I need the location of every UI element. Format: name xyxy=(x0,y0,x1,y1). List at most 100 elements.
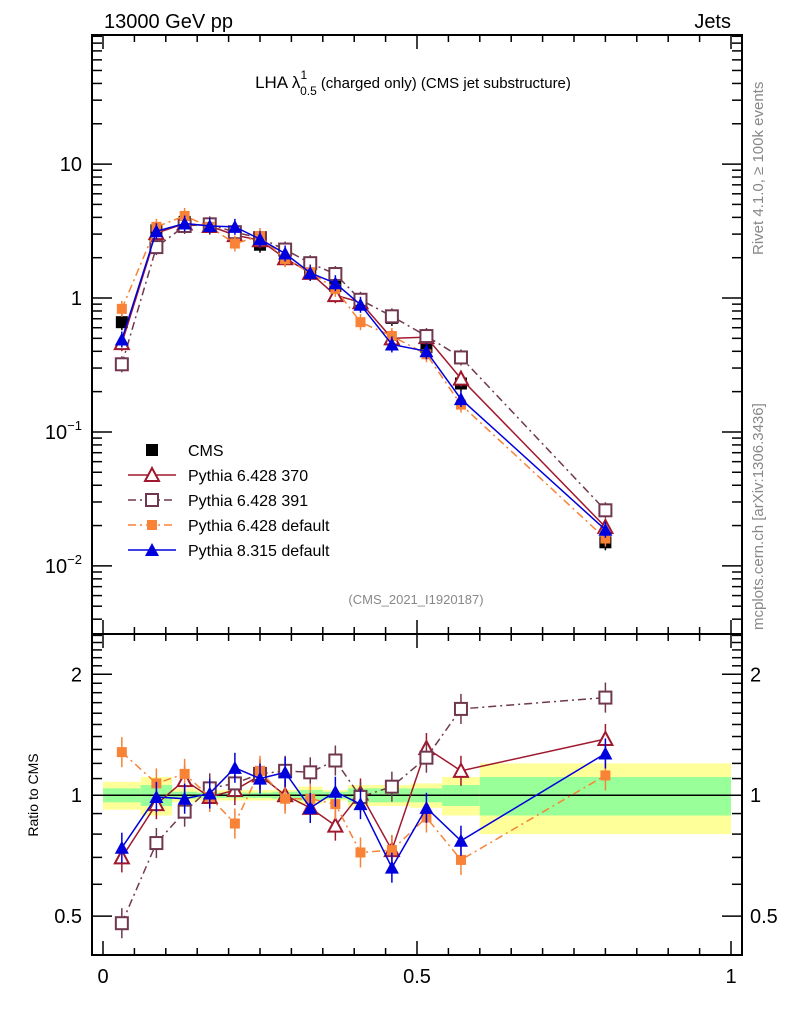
ratio-point xyxy=(229,818,240,829)
data-point xyxy=(598,522,613,536)
ratio-series-pythia-8-315-default xyxy=(114,738,613,883)
ratio-point xyxy=(179,768,190,779)
series-line xyxy=(121,215,606,540)
y-tick-label: 10−1 xyxy=(45,418,82,444)
data-point xyxy=(253,232,267,246)
ratio-point xyxy=(598,746,613,760)
rivet-label: Rivet 4.1.0, ≥ 100k events xyxy=(750,82,767,255)
legend-label: Pythia 6.428 391 xyxy=(188,493,308,510)
data-point xyxy=(419,329,434,344)
legend-marker xyxy=(145,493,159,507)
x-tick-label: 0 xyxy=(97,966,108,988)
ratio-point xyxy=(452,761,470,778)
ratio-point xyxy=(355,847,366,858)
data-point xyxy=(116,303,127,314)
ratio-point xyxy=(149,836,164,851)
data-point xyxy=(384,309,399,324)
data-point xyxy=(452,369,470,386)
data-point xyxy=(353,297,368,311)
title-sup: 1 xyxy=(300,68,307,82)
ratio-point xyxy=(453,833,468,847)
data-point xyxy=(114,332,129,346)
legend-label: Pythia 6.428 370 xyxy=(188,468,308,485)
series-line xyxy=(121,222,606,531)
ratio-point xyxy=(303,800,318,814)
ratio-point xyxy=(598,690,613,705)
data-point xyxy=(386,331,397,342)
title-rest: (charged only) (CMS jet substructure) xyxy=(321,75,571,92)
title-sub: 0.5 xyxy=(300,84,317,98)
ratio-ylabel: Ratio to CMS xyxy=(25,753,41,836)
data-point xyxy=(149,224,164,238)
data-point xyxy=(114,357,129,372)
ratio-y-tick-label: 0.5 xyxy=(54,906,82,928)
data-point xyxy=(355,317,366,328)
ratio-point xyxy=(353,797,368,811)
data-point xyxy=(600,533,611,544)
ratio-line xyxy=(121,752,606,870)
series-pythia-8-315-default xyxy=(114,215,613,538)
ratio-point xyxy=(202,786,217,800)
ratio-point xyxy=(149,789,164,803)
svg-text:LHA λ10.5(charged only) (CMS j: LHA λ1 0.5 (charged only) (CMS jet substru… xyxy=(255,68,571,98)
ratio-point xyxy=(114,840,129,854)
legend-label: CMS xyxy=(188,443,224,460)
data-point xyxy=(177,216,192,230)
ratio-y-tick-label-right: 1 xyxy=(750,785,761,807)
ratio-point xyxy=(386,845,397,856)
header-right: Jets xyxy=(694,11,731,33)
ratio-point xyxy=(227,760,242,774)
header-left: 13000 GeV pp xyxy=(104,11,233,33)
data-point xyxy=(328,276,343,290)
ratio-point xyxy=(278,765,293,779)
series-line xyxy=(121,223,606,511)
data-point xyxy=(598,503,613,518)
y-tick-label: 10−2 xyxy=(45,552,82,578)
ratio-line xyxy=(121,751,606,861)
data-point xyxy=(419,344,434,358)
data-point xyxy=(115,316,128,329)
data-point xyxy=(202,218,217,232)
legend-marker xyxy=(143,465,161,482)
legend-marker xyxy=(145,543,159,556)
data-point xyxy=(303,265,318,279)
ratio-point xyxy=(384,860,399,874)
ratio-point xyxy=(253,771,267,785)
ratio-y-tick-label-right: 0.5 xyxy=(750,906,778,928)
ratio-point xyxy=(177,791,192,805)
legend-label: Pythia 8.315 default xyxy=(188,543,330,560)
ratio-y-tick-label-right: 2 xyxy=(750,664,761,686)
data-point xyxy=(384,337,399,351)
ratio-point xyxy=(600,770,611,781)
ratio-point xyxy=(303,765,318,780)
title-main: LHA λ xyxy=(255,73,301,92)
ratio-point xyxy=(326,816,345,833)
ratio-point xyxy=(419,750,434,765)
ratio-point xyxy=(328,753,343,768)
ratio-point xyxy=(328,784,343,798)
y-tick-label: 10 xyxy=(60,154,82,176)
y-tick-label: 1 xyxy=(71,288,82,310)
legend-marker xyxy=(146,444,158,456)
ratio-point xyxy=(280,793,291,804)
data-point xyxy=(453,350,468,365)
ratio-point xyxy=(453,701,468,716)
ratio-point xyxy=(114,916,129,931)
analysis-watermark: (CMS_2021_I1920187) xyxy=(348,592,483,607)
x-tick-label: 0.5 xyxy=(403,966,431,988)
data-point xyxy=(278,246,293,260)
main-title: LHA λ1 0.5 (charged only) (CMS jet substru… xyxy=(255,68,571,98)
ratio-point xyxy=(455,854,466,865)
data-point xyxy=(453,392,468,406)
x-tick-label: 1 xyxy=(725,966,736,988)
ratio-y-tick-label: 1 xyxy=(71,785,82,807)
series-pythia-6-428-370 xyxy=(113,214,615,536)
data-point xyxy=(229,238,240,249)
ratio-point xyxy=(419,800,434,814)
legend: CMS Pythia 6.428 370 Pythia 6.428 391 Pythi… xyxy=(128,443,330,560)
mcplots-label: mcplots.cern.ch [arXiv:1306.3436] xyxy=(750,403,767,630)
legend-label: Pythia 6.428 default xyxy=(188,518,330,535)
ratio-point xyxy=(116,747,127,758)
ratio-y-tick-label: 2 xyxy=(71,664,82,686)
